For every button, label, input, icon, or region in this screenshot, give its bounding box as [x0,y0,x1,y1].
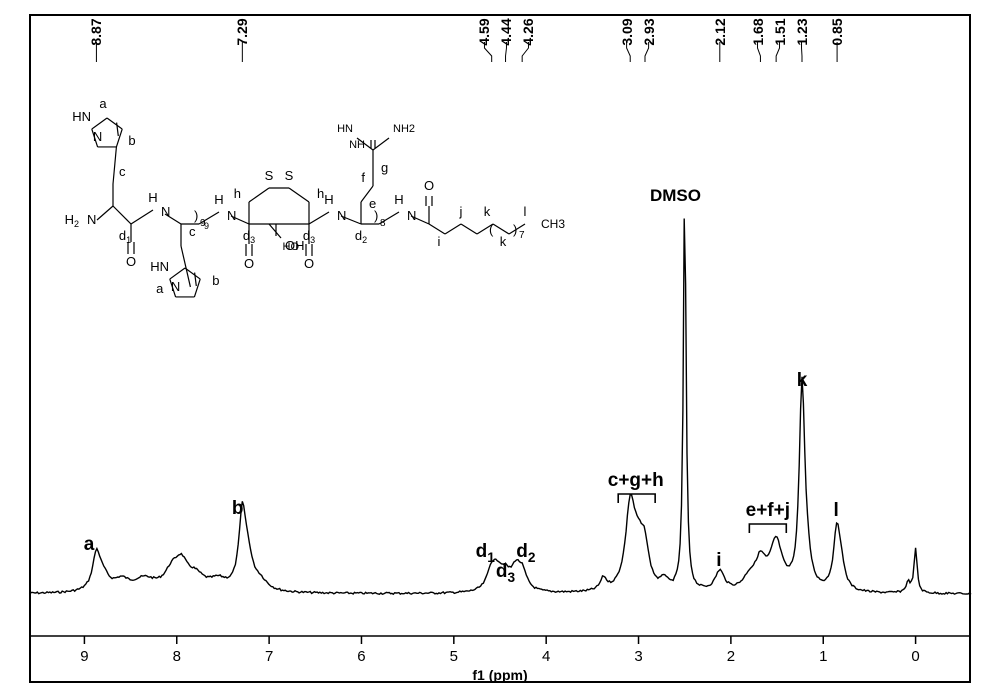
shift-marker-label: 1.68 [750,18,766,45]
shift-marker-label: 4.44 [498,18,514,45]
peak-assignment-label: DMSO [650,186,701,206]
xaxis-tick-label: 5 [450,648,458,665]
html-label-layer: 9 8 7 6 5 4 3 2 1 0 8.87 7.29 4.59 4.44 4.26 3.09 2.93 2.… [0,0,1000,699]
shift-marker-label: 3.09 [619,18,635,45]
shift-marker-label: 1.51 [772,18,788,45]
peak-assignment-label: d2 [516,541,535,563]
xaxis-tick-label: 3 [634,648,642,665]
shift-marker-label: 1.23 [794,18,810,45]
peak-assignment-label: i [716,550,721,572]
shift-marker-label: 4.59 [476,18,492,45]
peak-assignment-label: k [797,370,808,392]
shift-marker-label: 7.29 [234,18,250,45]
peak-assignment-label: e+f+j [746,500,790,522]
peak-assignment-label: l [834,500,839,522]
shift-marker-label: 0.85 [829,18,845,45]
xaxis-tick-label: 2 [727,648,735,665]
xaxis-tick-label: 6 [357,648,365,665]
shift-marker-label: 4.26 [520,18,536,45]
xaxis-tick-label: 8 [173,648,181,665]
shift-marker-label: 2.93 [641,18,657,45]
xaxis-tick-label: 7 [265,648,273,665]
xaxis-tick-label: 1 [819,648,827,665]
peak-assignment-label: b [232,498,244,520]
xaxis-tick-label: 9 [80,648,88,665]
peak-assignment-label: c+g+h [608,470,664,492]
peak-assignment-label: d3 [496,561,515,583]
shift-marker-label: 2.12 [712,18,728,45]
xaxis-tick-label: 4 [542,648,550,665]
shift-marker-label: 8.87 [88,18,104,45]
peak-assignment-label: d1 [476,541,495,563]
xaxis-tick-label: 0 [911,648,919,665]
peak-assignment-label: a [84,534,95,556]
